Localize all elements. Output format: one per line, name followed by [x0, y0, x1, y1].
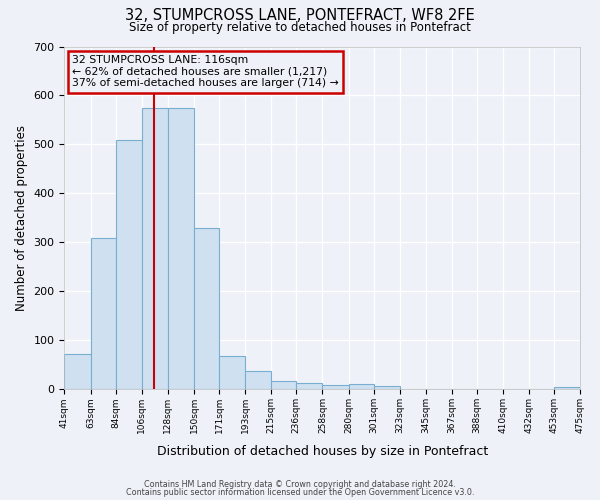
Bar [271, 380, 296, 390]
X-axis label: Distribution of detached houses by size in Pontefract: Distribution of detached houses by size … [157, 444, 488, 458]
Bar [296, 383, 322, 390]
Text: Contains public sector information licensed under the Open Government Licence v3: Contains public sector information licen… [126, 488, 474, 497]
Text: 32 STUMPCROSS LANE: 116sqm
← 62% of detached houses are smaller (1,217)
37% of s: 32 STUMPCROSS LANE: 116sqm ← 62% of deta… [72, 55, 339, 88]
Text: 32, STUMPCROSS LANE, PONTEFRACT, WF8 2FE: 32, STUMPCROSS LANE, PONTEFRACT, WF8 2FE [125, 8, 475, 22]
Bar [116, 140, 142, 390]
Bar [245, 372, 271, 390]
Bar [142, 108, 168, 390]
Text: Contains HM Land Registry data © Crown copyright and database right 2024.: Contains HM Land Registry data © Crown c… [144, 480, 456, 489]
Bar [168, 108, 194, 390]
Bar [91, 238, 116, 390]
Text: Size of property relative to detached houses in Pontefract: Size of property relative to detached ho… [129, 22, 471, 35]
Y-axis label: Number of detached properties: Number of detached properties [15, 125, 28, 311]
Bar [322, 386, 349, 390]
Bar [349, 384, 374, 390]
Bar [64, 354, 91, 390]
Bar [554, 387, 580, 390]
Bar [219, 356, 245, 390]
Bar [194, 228, 219, 390]
Bar [374, 386, 400, 390]
